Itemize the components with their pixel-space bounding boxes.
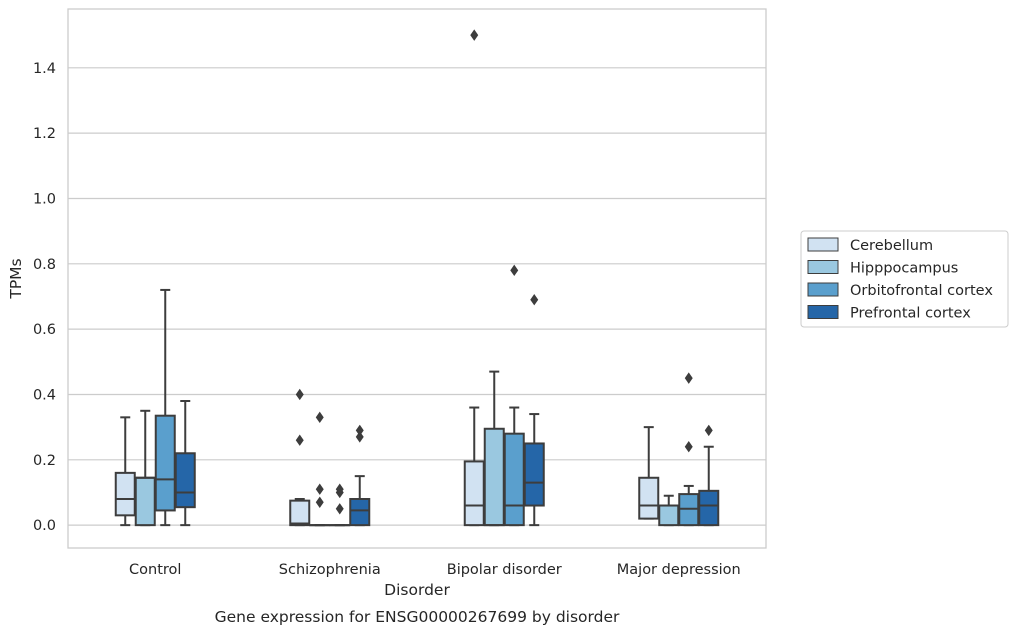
series-hipppocampus bbox=[134, 370, 680, 527]
outlier-point bbox=[315, 411, 324, 424]
x-tick-label: Major depression bbox=[617, 562, 741, 578]
box bbox=[483, 370, 505, 527]
outlier-point bbox=[510, 264, 519, 277]
x-tick-label: Bipolar disorder bbox=[447, 562, 562, 578]
x-axis-label: Disorder bbox=[384, 581, 450, 599]
box-body bbox=[114, 471, 136, 517]
box bbox=[114, 416, 136, 527]
plot-area-frame bbox=[67, 8, 767, 549]
legend-label: Hipppocampus bbox=[850, 261, 958, 277]
legend-label: Orbitofrontal cortex bbox=[850, 283, 993, 299]
box-series bbox=[114, 29, 720, 527]
outlier-point bbox=[335, 503, 344, 515]
box bbox=[329, 483, 351, 527]
outlier-point bbox=[470, 29, 479, 41]
box bbox=[638, 426, 660, 520]
y-tick-label: 1.2 bbox=[33, 126, 56, 142]
series-cerebellum bbox=[114, 29, 660, 527]
box-body bbox=[483, 427, 505, 527]
box-body bbox=[638, 476, 660, 520]
box bbox=[289, 388, 311, 527]
outlier-point bbox=[315, 483, 324, 495]
outlier-point bbox=[315, 496, 324, 508]
y-tick-label: 0.2 bbox=[33, 453, 56, 469]
y-tick-label: 0.8 bbox=[33, 257, 56, 273]
y-tick-label: 0.4 bbox=[33, 387, 56, 403]
legend-swatch bbox=[807, 237, 839, 252]
y-tick-labels: 0.0 0.2 0.4 0.6 0.8 1.0 1.2 1.4 bbox=[33, 61, 56, 534]
y-tick-label: 0.6 bbox=[33, 322, 56, 338]
box-body bbox=[503, 432, 525, 527]
y-tick-label: 1.0 bbox=[33, 191, 56, 207]
box bbox=[658, 494, 680, 527]
outlier-point bbox=[684, 372, 693, 384]
legend-label: Prefrontal cortex bbox=[850, 306, 971, 322]
box-body bbox=[463, 460, 485, 527]
x-tick-label: Control bbox=[129, 562, 181, 578]
outlier-point bbox=[295, 388, 304, 401]
box-body bbox=[174, 452, 196, 509]
outlier-point bbox=[704, 424, 713, 437]
box-body bbox=[698, 489, 720, 527]
x-tick-label: Schizophrenia bbox=[279, 562, 381, 578]
outlier-point bbox=[530, 294, 539, 306]
legend-box bbox=[800, 230, 1009, 328]
outlier-point bbox=[295, 434, 304, 446]
box bbox=[503, 264, 525, 527]
box-body bbox=[523, 442, 545, 507]
box-body bbox=[349, 498, 371, 527]
y-tick-label: 0.0 bbox=[33, 518, 56, 534]
box-body bbox=[658, 504, 680, 527]
box bbox=[174, 400, 196, 527]
box bbox=[349, 424, 371, 527]
y-tick-label: 1.4 bbox=[33, 61, 56, 77]
x-tick-labels: Control Schizophrenia Bipolar disorder Majo… bbox=[129, 562, 741, 578]
box bbox=[463, 29, 485, 527]
box bbox=[523, 294, 545, 527]
box-body bbox=[134, 476, 156, 527]
legend-label: Cerebellum bbox=[850, 238, 933, 254]
legend-swatch bbox=[807, 282, 839, 297]
legend-swatch bbox=[807, 260, 839, 274]
outlier-point bbox=[355, 424, 364, 437]
series-orbitofrontal-cortex bbox=[154, 264, 700, 527]
legend: Cerebellum Hipppocampus Orbitofrontal cort… bbox=[800, 230, 1009, 328]
outlier-point bbox=[684, 441, 693, 453]
legend-swatch bbox=[807, 305, 839, 319]
box bbox=[134, 409, 156, 527]
figure-caption: Gene expression for ENSG00000267699 by d… bbox=[215, 608, 620, 626]
outlier-point bbox=[355, 431, 364, 443]
box-body bbox=[289, 499, 311, 527]
series-prefrontal-cortex bbox=[174, 294, 720, 527]
box-body bbox=[154, 414, 176, 512]
outlier-point bbox=[335, 483, 344, 495]
box bbox=[698, 424, 720, 527]
y-axis-label: TPMs bbox=[7, 258, 25, 299]
